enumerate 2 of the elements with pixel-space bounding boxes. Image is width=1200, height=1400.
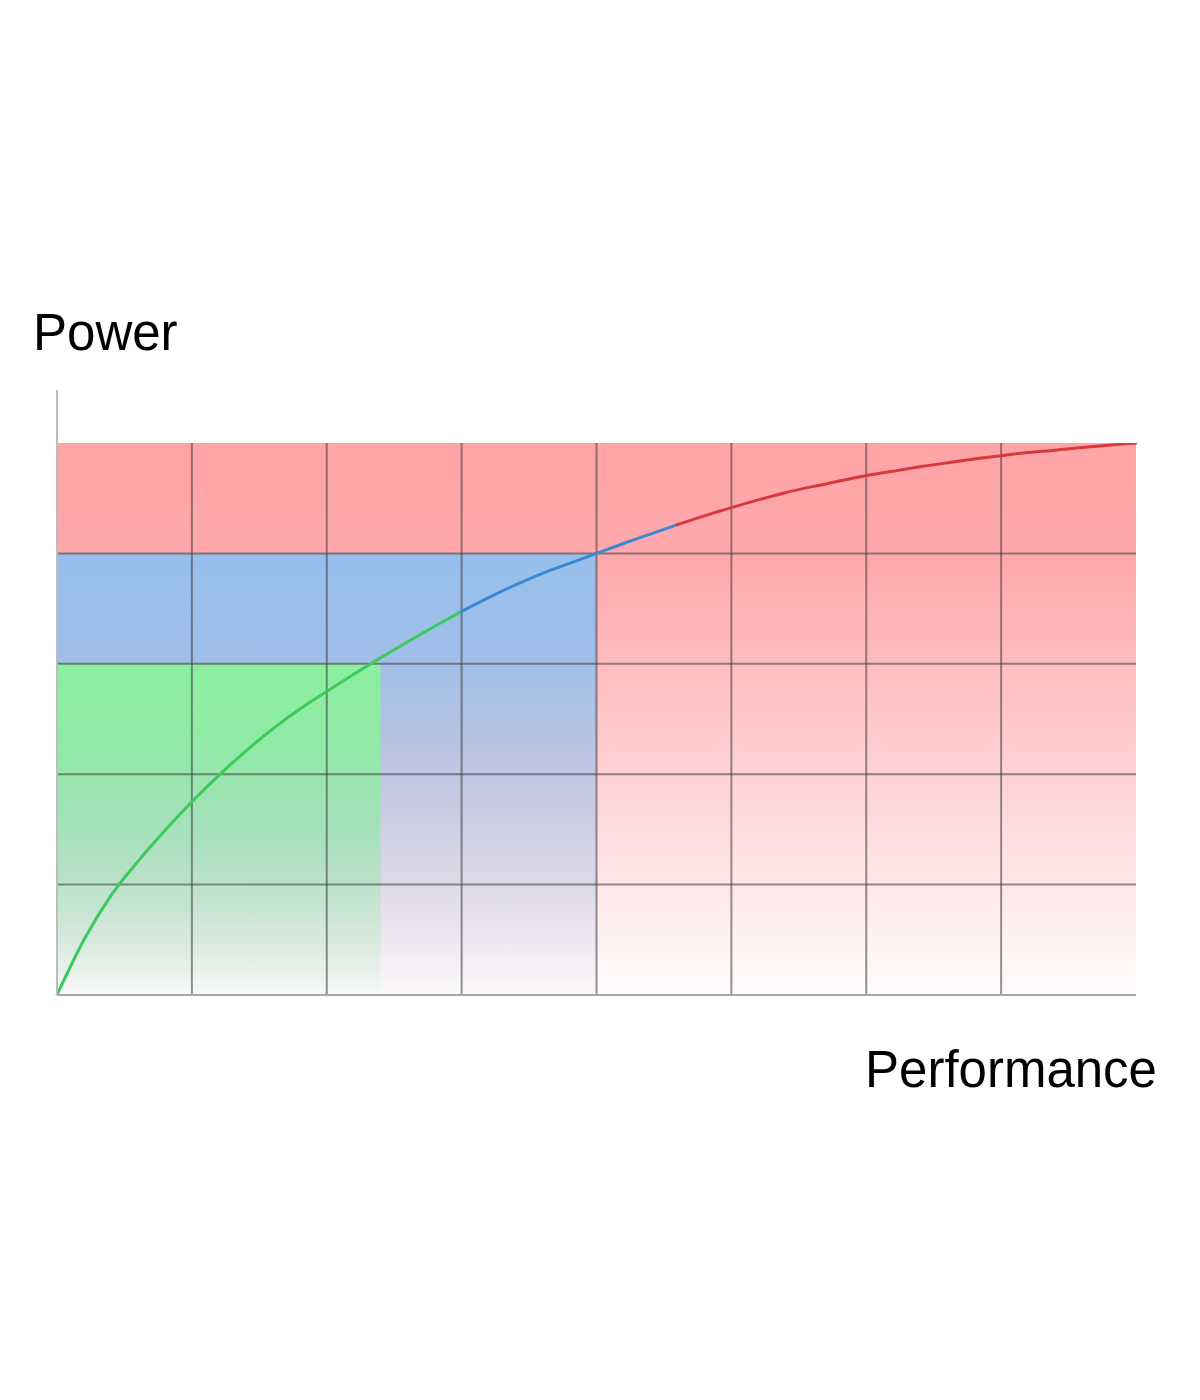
x-axis-title: Performance bbox=[865, 1041, 1157, 1098]
y-axis-title: Power bbox=[33, 304, 178, 361]
